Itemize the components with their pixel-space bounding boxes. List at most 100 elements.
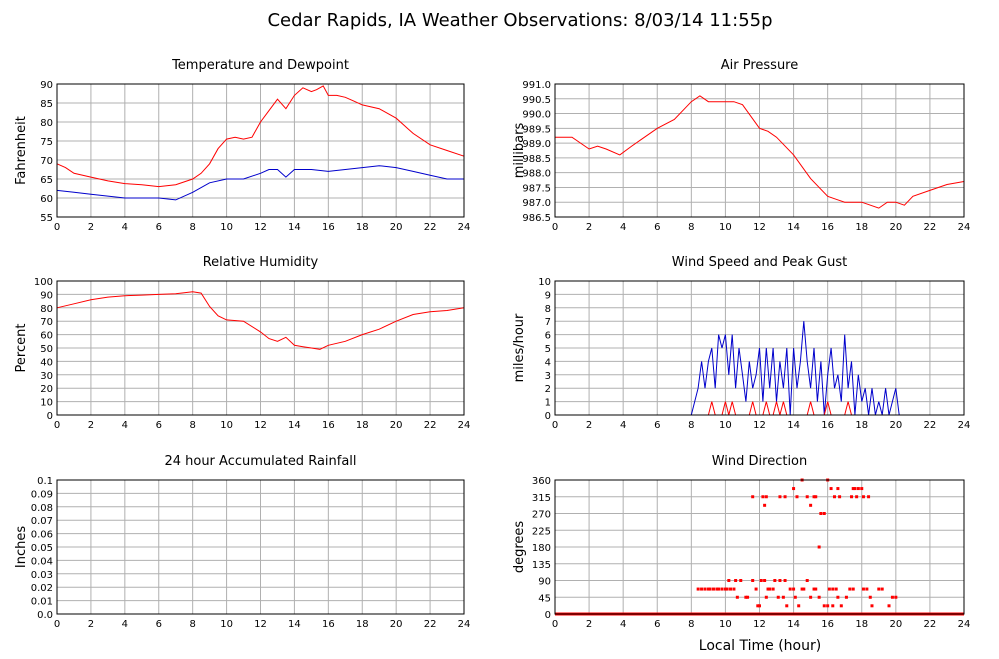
y-tick-label: 988.0 xyxy=(522,169,551,180)
chart-rain: 0 2 4 6 8 10 12 14 16 18 20 22 240.00.010.020.030.04… xyxy=(14,454,470,630)
y-tick-label: 0.1 xyxy=(37,476,53,487)
x-tick-label: 8 xyxy=(189,420,195,431)
data-point xyxy=(822,604,826,608)
x-tick-label: 12 xyxy=(254,222,267,233)
plot-frame xyxy=(56,479,465,615)
y-tick-label: 135 xyxy=(532,560,551,571)
y-tick-label: 90 xyxy=(40,290,53,301)
y-tick-label: 0.09 xyxy=(31,489,53,500)
data-point xyxy=(887,604,891,608)
y-tick-label: 1 xyxy=(545,398,551,409)
x-tick-label: 24 xyxy=(458,619,471,630)
data-point xyxy=(809,595,813,599)
y-tick-label: 5 xyxy=(545,344,551,355)
y-tick-label: 40 xyxy=(40,357,53,368)
y-tick-label: 85 xyxy=(40,99,53,110)
x-tick-label: 20 xyxy=(390,222,403,233)
data-point xyxy=(814,587,818,591)
x-tick-label: 8 xyxy=(189,222,195,233)
data-point xyxy=(809,503,813,507)
x-tick-label: 10 xyxy=(220,619,233,630)
data-point xyxy=(856,487,860,491)
x-tick-label: 24 xyxy=(958,222,971,233)
data-point xyxy=(778,495,782,499)
data-point xyxy=(773,579,777,582)
data-point xyxy=(785,604,789,608)
y-tick-label: 80 xyxy=(40,118,53,129)
y-axis-label: Fahrenheit xyxy=(14,116,29,185)
x-axis-title: Local Time (hour) xyxy=(699,638,821,654)
y-tick-label: 65 xyxy=(40,175,53,186)
data-point xyxy=(768,587,772,591)
data-point xyxy=(739,579,743,582)
data-point xyxy=(880,587,884,591)
x-tick-label: 6 xyxy=(654,619,660,630)
y-tick-label: 989.5 xyxy=(522,124,551,135)
data-point xyxy=(812,587,816,591)
x-tick-label: 14 xyxy=(288,222,301,233)
x-tick-label: 16 xyxy=(322,420,335,431)
plot-frame xyxy=(554,83,965,218)
x-tick-label: 16 xyxy=(821,619,834,630)
series-line-0 xyxy=(56,85,465,188)
data-point xyxy=(732,587,736,591)
data-point xyxy=(831,604,835,608)
data-point xyxy=(763,579,767,582)
x-tick-label: 2 xyxy=(586,222,592,233)
data-point xyxy=(764,495,768,499)
x-tick-label: 20 xyxy=(889,619,902,630)
x-tick-label: 0 xyxy=(552,619,558,630)
y-tick-label: 10 xyxy=(40,398,53,409)
y-tick-label: 7 xyxy=(545,317,551,328)
x-tick-label: 20 xyxy=(889,420,902,431)
x-tick-label: 18 xyxy=(356,222,369,233)
y-tick-label: 0.01 xyxy=(31,597,53,608)
y-tick-label: 0.07 xyxy=(31,516,53,527)
chart-title: Relative Humidity xyxy=(203,255,319,270)
x-tick-label: 0 xyxy=(552,222,558,233)
chart-title: Wind Speed and Peak Gust xyxy=(672,255,847,270)
x-tick-label: 2 xyxy=(88,420,94,431)
x-tick-label: 18 xyxy=(855,619,868,630)
x-tick-label: 12 xyxy=(254,619,267,630)
y-tick-label: 0 xyxy=(545,411,551,422)
data-point xyxy=(848,587,852,591)
x-tick-label: 24 xyxy=(958,619,971,630)
y-tick-label: 3 xyxy=(545,371,551,382)
y-tick-label: 6 xyxy=(545,331,551,342)
data-point xyxy=(778,579,782,582)
data-point xyxy=(829,487,833,491)
x-tick-label: 4 xyxy=(620,222,626,233)
data-point xyxy=(715,587,719,591)
y-tick-label: 4 xyxy=(545,357,551,368)
data-point xyxy=(764,595,768,599)
x-tick-label: 2 xyxy=(586,619,592,630)
chart-press: 0 2 4 6 8 10 12 14 16 18 20 22 24986.5987.0987.5988.… xyxy=(512,58,970,233)
data-point xyxy=(834,587,838,591)
data-point xyxy=(861,587,865,591)
data-point xyxy=(725,587,729,591)
y-axis-label: Percent xyxy=(14,324,29,373)
y-tick-label: 315 xyxy=(532,493,551,504)
x-tick-label: 18 xyxy=(356,619,369,630)
data-point xyxy=(827,587,831,591)
data-point xyxy=(826,604,830,608)
data-point xyxy=(735,595,739,599)
x-tick-label: 0 xyxy=(552,420,558,431)
data-point xyxy=(696,587,700,591)
y-tick-label: 20 xyxy=(40,384,53,395)
y-tick-label: 9 xyxy=(545,290,551,301)
y-tick-label: 60 xyxy=(40,194,53,205)
data-point xyxy=(831,587,835,591)
x-tick-label: 12 xyxy=(753,222,766,233)
data-point xyxy=(817,595,821,599)
y-tick-label: 991.0 xyxy=(522,80,551,91)
x-tick-label: 4 xyxy=(122,222,128,233)
figure-title: Cedar Rapids, IA Weather Observations: 8… xyxy=(267,10,772,31)
y-tick-label: 0.04 xyxy=(31,556,53,567)
chart-temp: 0 2 4 6 8 10 12 14 16 18 20 22 245560657075808590Tem… xyxy=(14,58,470,233)
x-tick-label: 6 xyxy=(654,222,660,233)
chart-title: 24 hour Accumulated Rainfall xyxy=(164,454,356,469)
series-line-0 xyxy=(56,291,465,350)
